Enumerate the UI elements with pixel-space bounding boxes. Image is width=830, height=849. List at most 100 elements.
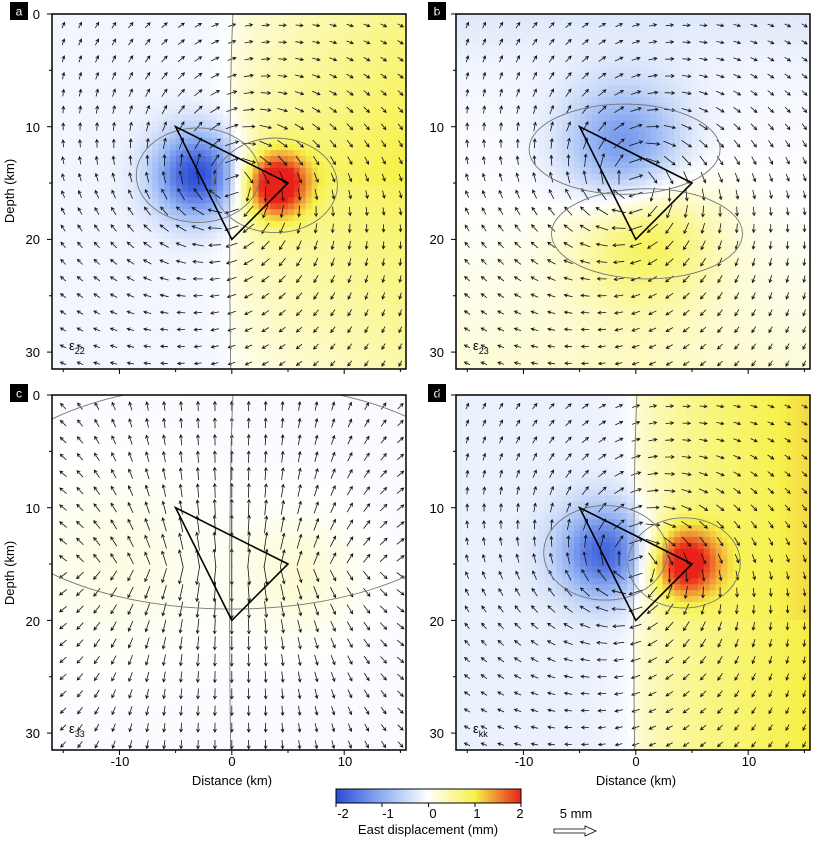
heat-cell [170,179,177,187]
heat-cell [644,79,652,86]
heat-cell [158,286,165,293]
heat-cell [323,227,330,234]
heat-cell [152,238,159,246]
heat-cell [258,14,265,21]
displacement-arrow [398,224,403,233]
heat-cell [293,156,301,163]
heat-cell [63,286,71,293]
heat-cell [63,31,71,39]
heat-cell [105,339,112,346]
heat-cell [105,31,112,39]
heat-cell [585,37,593,45]
heat-cell [181,256,189,264]
heat-cell [234,315,242,323]
heat-cell [193,209,201,216]
heat-cell [264,339,271,346]
heat-cell [152,132,159,139]
heat-cell [609,37,616,45]
ytick-label: 0 [33,7,40,22]
heat-cell [394,179,401,187]
heat-cell [93,150,100,157]
heat-cell [697,67,705,74]
heat-cell [341,215,348,222]
heat-cell [111,345,118,352]
heat-cell [293,363,301,369]
heat-cell [164,339,171,346]
heat-cell [158,114,165,122]
heat-cell [57,232,65,240]
heat-cell [170,19,177,27]
heat-cell [116,280,124,287]
displacement-arrow [129,104,133,115]
heat-cell [382,298,389,305]
heat-cell [93,232,100,240]
heat-cell [187,268,195,275]
heat-cell [164,173,171,181]
heat-cell [199,321,206,329]
heat-cell [152,327,159,335]
heat-cell [382,363,389,369]
heat-cell [305,309,313,317]
displacement-arrow [159,344,169,349]
heat-cell [798,19,805,27]
displacement-arrow [95,38,99,46]
heat-cell [99,268,106,275]
heat-cell [116,25,124,33]
heat-cell [727,73,734,80]
heat-cell [93,144,100,151]
displacement-arrow [261,275,270,283]
heat-cell [258,31,265,39]
heat-cell [87,309,94,317]
heat-cell [199,150,206,157]
heat-cell [187,25,195,33]
heat-cell [288,274,295,281]
heat-cell [293,357,301,364]
heat-cell [122,19,130,27]
heat-cell [467,85,475,92]
heat-cell [323,102,330,110]
heat-cell [205,215,212,222]
heat-cell [376,55,383,62]
heat-cell [574,55,581,62]
heat-cell [75,108,83,116]
heat-cell [394,209,401,216]
heat-cell [697,19,705,27]
heat-cell [288,31,295,39]
heat-cell [473,43,481,51]
heat-cell [456,37,463,45]
heat-cell [352,55,360,62]
heat-cell [288,327,295,335]
heat-cell [358,250,366,258]
heat-cell [341,268,348,275]
heat-cell [352,238,360,246]
heat-cell [99,286,106,293]
heat-cell [211,197,218,204]
heat-cell [63,185,71,193]
heat-cell [99,55,106,62]
heat-cell [99,351,106,358]
heat-cell [258,303,265,311]
heat-cell [456,49,463,57]
heat-cell [323,114,330,122]
heat-cell [193,250,201,258]
heat-cell [276,250,283,258]
heat-cell [181,292,189,299]
heat-cell [199,19,206,27]
heat-cell [491,102,498,110]
heat-cell [246,209,254,216]
heat-cell [609,25,616,33]
heat-cell [264,167,271,175]
heat-cell [341,227,348,234]
heat-cell [122,150,130,157]
heat-cell [229,90,236,98]
heat-cell [352,156,360,163]
displacement-arrow [177,55,186,63]
heat-cell [105,173,112,181]
heat-cell [556,25,563,33]
heat-cell [75,25,83,33]
heat-cell [335,49,342,57]
displacement-arrow [381,224,386,233]
heat-cell [317,203,324,210]
displacement-arrow [346,90,354,96]
heat-cell [358,120,366,128]
